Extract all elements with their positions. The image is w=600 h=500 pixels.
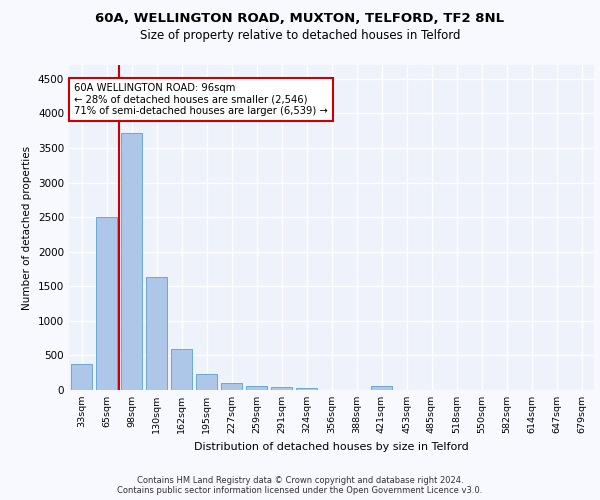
- Bar: [271, 387, 292, 390]
- Bar: [221, 382, 242, 390]
- X-axis label: Distribution of detached houses by size in Telford: Distribution of detached houses by size …: [194, 442, 469, 452]
- Bar: [96, 217, 117, 390]
- Bar: [296, 388, 317, 390]
- Bar: [71, 364, 92, 390]
- Bar: [371, 386, 392, 390]
- Bar: [146, 278, 167, 390]
- Bar: [121, 133, 142, 390]
- Bar: [246, 386, 267, 390]
- Bar: [171, 349, 192, 390]
- Y-axis label: Number of detached properties: Number of detached properties: [22, 146, 32, 310]
- Text: 60A WELLINGTON ROAD: 96sqm
← 28% of detached houses are smaller (2,546)
71% of s: 60A WELLINGTON ROAD: 96sqm ← 28% of deta…: [74, 83, 328, 116]
- Bar: [196, 374, 217, 390]
- Text: 60A, WELLINGTON ROAD, MUXTON, TELFORD, TF2 8NL: 60A, WELLINGTON ROAD, MUXTON, TELFORD, T…: [95, 12, 505, 26]
- Text: Contains HM Land Registry data © Crown copyright and database right 2024.
Contai: Contains HM Land Registry data © Crown c…: [118, 476, 482, 495]
- Text: Size of property relative to detached houses in Telford: Size of property relative to detached ho…: [140, 29, 460, 42]
